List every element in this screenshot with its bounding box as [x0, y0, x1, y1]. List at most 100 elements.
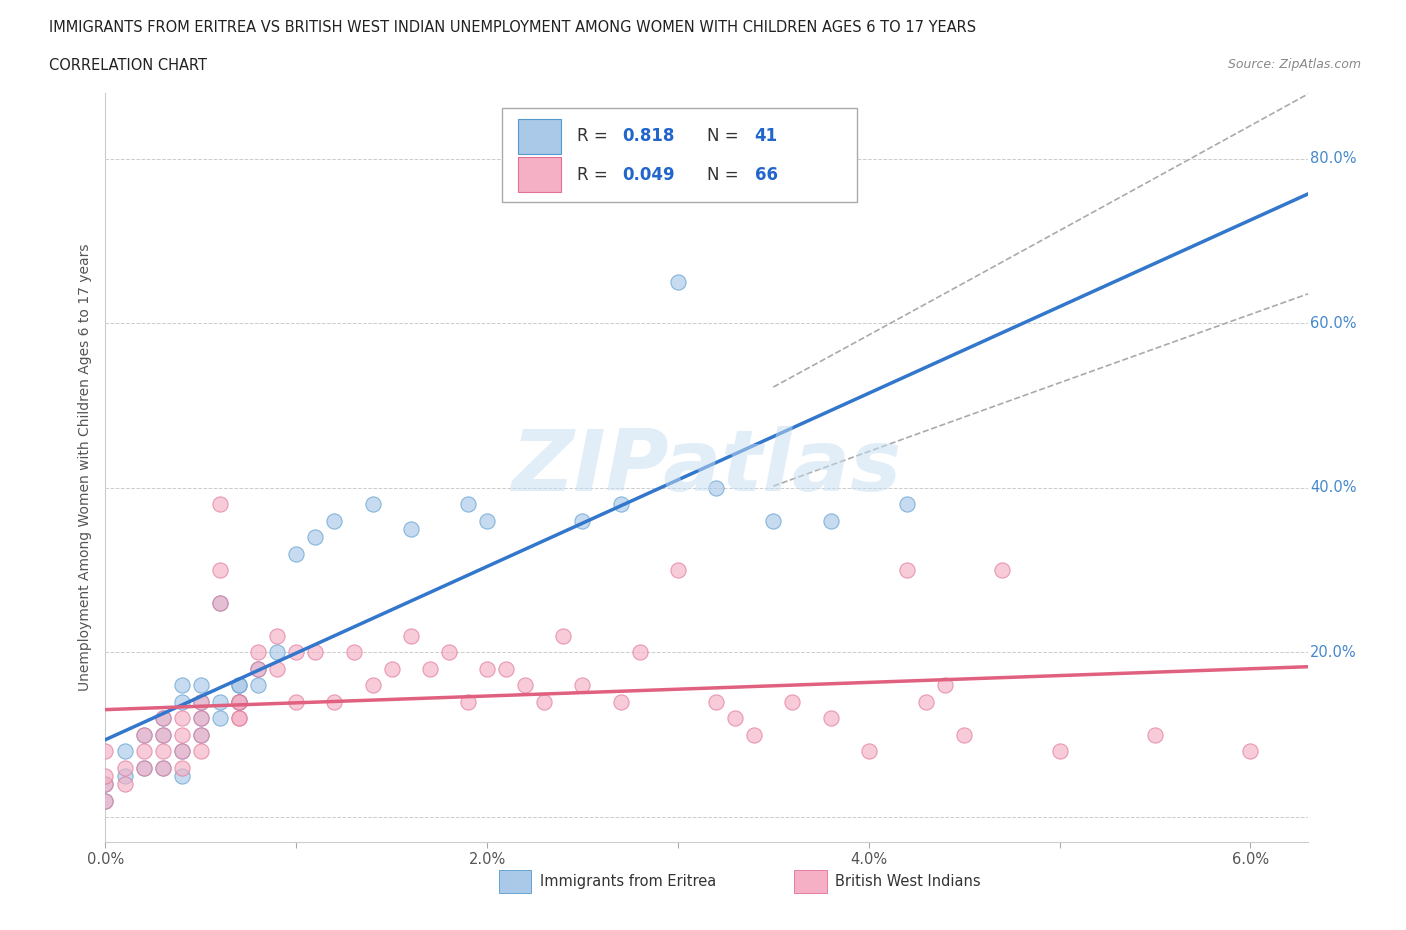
- Point: [666, 274, 689, 289]
- Point: [228, 695, 250, 710]
- Point: [190, 727, 212, 742]
- Text: 60.0%: 60.0%: [1310, 316, 1357, 331]
- Point: [953, 727, 976, 742]
- Point: [190, 695, 212, 710]
- Point: [94, 793, 117, 808]
- Point: [399, 629, 422, 644]
- Point: [1049, 744, 1071, 759]
- Text: IMMIGRANTS FROM ERITREA VS BRITISH WEST INDIAN UNEMPLOYMENT AMONG WOMEN WITH CHI: IMMIGRANTS FROM ERITREA VS BRITISH WEST …: [49, 20, 976, 35]
- Point: [152, 711, 174, 725]
- Point: [152, 711, 174, 725]
- Text: 0.818: 0.818: [623, 127, 675, 145]
- Point: [247, 661, 270, 676]
- Point: [934, 678, 956, 693]
- Point: [858, 744, 880, 759]
- Point: [266, 645, 288, 660]
- Point: [495, 661, 517, 676]
- Point: [228, 711, 250, 725]
- FancyBboxPatch shape: [502, 108, 856, 202]
- Text: 0.049: 0.049: [623, 166, 675, 183]
- Point: [152, 727, 174, 742]
- Point: [285, 645, 308, 660]
- Point: [915, 695, 938, 710]
- Point: [266, 629, 288, 644]
- Point: [782, 695, 804, 710]
- Point: [457, 695, 479, 710]
- Point: [228, 695, 250, 710]
- Point: [228, 695, 250, 710]
- Point: [762, 513, 785, 528]
- Point: [208, 695, 231, 710]
- Point: [152, 744, 174, 759]
- Point: [247, 678, 270, 693]
- Point: [381, 661, 404, 676]
- Point: [170, 768, 193, 783]
- Point: [170, 727, 193, 742]
- Point: [266, 661, 288, 676]
- Point: [228, 711, 250, 725]
- Point: [114, 744, 136, 759]
- Text: Immigrants from Eritrea: Immigrants from Eritrea: [540, 874, 716, 889]
- Text: CORRELATION CHART: CORRELATION CHART: [49, 58, 207, 73]
- Bar: [794, 870, 827, 893]
- Point: [457, 497, 479, 512]
- Bar: [499, 870, 531, 893]
- Text: 40.0%: 40.0%: [1310, 481, 1357, 496]
- Point: [132, 727, 155, 742]
- Point: [820, 711, 842, 725]
- Y-axis label: Unemployment Among Women with Children Ages 6 to 17 years: Unemployment Among Women with Children A…: [79, 244, 93, 691]
- Point: [666, 563, 689, 578]
- Point: [704, 481, 727, 496]
- Point: [571, 513, 593, 528]
- Point: [94, 744, 117, 759]
- Point: [1143, 727, 1166, 742]
- Point: [170, 711, 193, 725]
- Point: [628, 645, 651, 660]
- Point: [132, 744, 155, 759]
- Point: [247, 661, 270, 676]
- Point: [114, 777, 136, 791]
- Point: [228, 695, 250, 710]
- Point: [742, 727, 765, 742]
- Point: [190, 727, 212, 742]
- Point: [170, 695, 193, 710]
- Point: [94, 793, 117, 808]
- Point: [1239, 744, 1261, 759]
- Point: [190, 678, 212, 693]
- Point: [304, 530, 326, 545]
- Point: [94, 777, 117, 791]
- Point: [533, 695, 555, 710]
- Point: [247, 645, 270, 660]
- Text: 41: 41: [755, 127, 778, 145]
- Point: [94, 777, 117, 791]
- Point: [361, 678, 384, 693]
- Point: [724, 711, 747, 725]
- Point: [571, 678, 593, 693]
- Point: [170, 678, 193, 693]
- Point: [609, 695, 631, 710]
- Point: [190, 744, 212, 759]
- Text: ZIPatlas: ZIPatlas: [512, 426, 901, 509]
- Point: [208, 595, 231, 610]
- Point: [704, 695, 727, 710]
- Point: [208, 497, 231, 512]
- Point: [991, 563, 1014, 578]
- Point: [896, 497, 918, 512]
- Text: 20.0%: 20.0%: [1310, 644, 1357, 660]
- Point: [208, 711, 231, 725]
- Point: [896, 563, 918, 578]
- FancyBboxPatch shape: [517, 119, 561, 153]
- Point: [437, 645, 460, 660]
- Point: [285, 546, 308, 561]
- Point: [132, 727, 155, 742]
- Text: R =: R =: [576, 127, 613, 145]
- Point: [208, 563, 231, 578]
- Text: N =: N =: [707, 127, 744, 145]
- Point: [170, 760, 193, 775]
- Point: [475, 513, 498, 528]
- Point: [190, 711, 212, 725]
- Point: [285, 695, 308, 710]
- Point: [553, 629, 575, 644]
- Point: [152, 727, 174, 742]
- Point: [323, 513, 346, 528]
